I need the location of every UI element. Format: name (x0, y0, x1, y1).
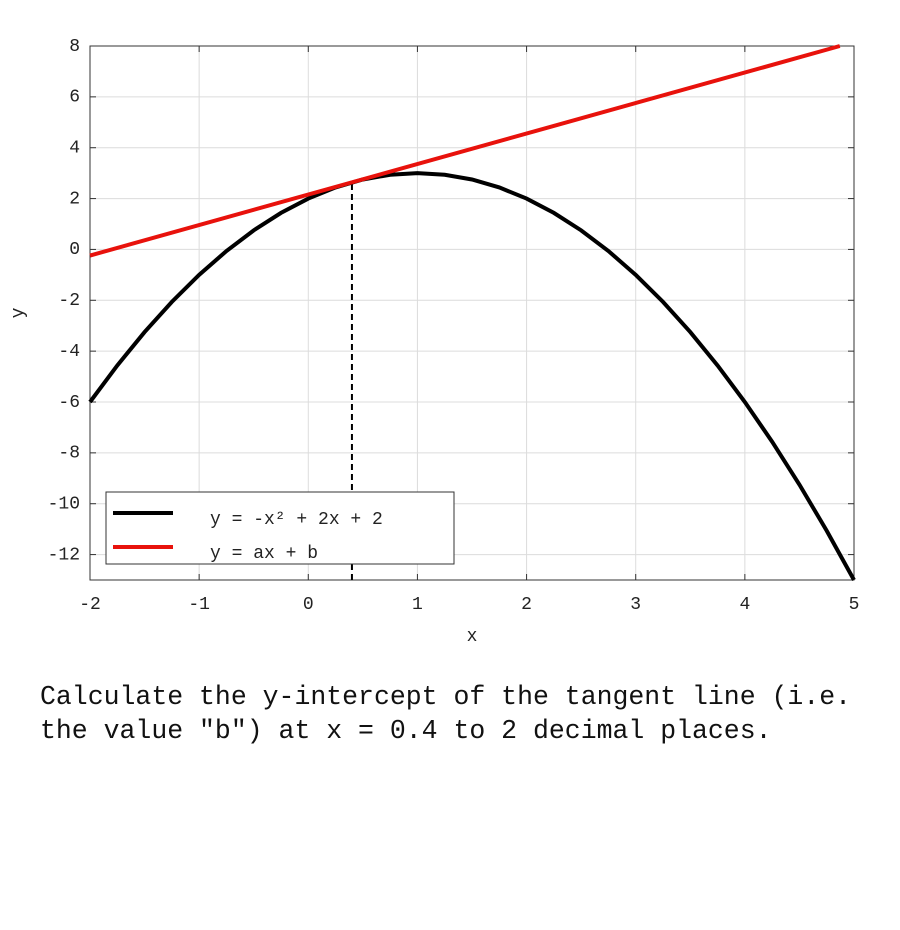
x-tick-label: -2 (79, 595, 101, 615)
x-axis-label: x (467, 627, 478, 647)
x-tick-label: -1 (188, 595, 210, 615)
y-tick-label: 0 (69, 240, 80, 260)
x-tick-label: 1 (412, 595, 423, 615)
y-tick-label: 4 (69, 138, 80, 158)
x-tick-label: 3 (630, 595, 641, 615)
legend-label: y = ax + b (210, 544, 318, 564)
y-tick-label: 2 (69, 189, 80, 209)
plot-frame (89, 45, 855, 581)
x-tick-label: 4 (739, 595, 750, 615)
y-axis-label: y (9, 307, 29, 318)
x-tick-label: 5 (849, 595, 860, 615)
question: Calculate the y-intercept of the tangent… (40, 682, 852, 746)
series-line (88, 171, 856, 581)
y-tick-label: -8 (58, 444, 80, 464)
legend-box (105, 491, 455, 565)
y-tick-label: -4 (58, 342, 80, 362)
y-tick-label: -12 (48, 545, 80, 565)
legend-label: y = -x² + 2x + 2 (210, 510, 383, 530)
y-tick-label: -10 (48, 494, 80, 514)
x-tick-label: 0 (303, 595, 314, 615)
y-tick-label: -2 (58, 291, 80, 311)
y-tick-label: -6 (58, 393, 80, 413)
y-tick-label: 6 (69, 88, 80, 108)
y-tick-label: 8 (69, 37, 80, 57)
x-tick-label: 2 (521, 595, 532, 615)
series-line (89, 44, 841, 258)
